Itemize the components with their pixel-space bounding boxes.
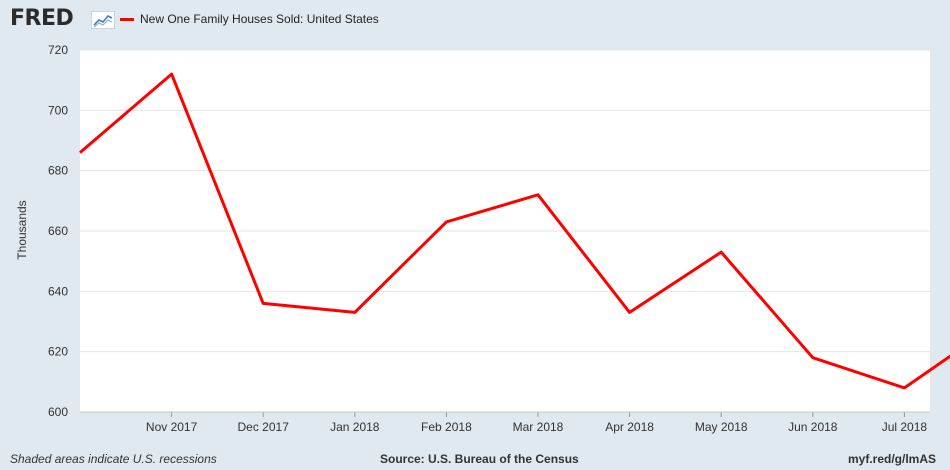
legend-label[interactable]: New One Family Houses Sold: United State…: [140, 12, 379, 26]
y-tick-label: 620: [48, 345, 68, 359]
y-axis-label: Thousands: [15, 200, 29, 260]
x-tick-label: Dec 2017: [238, 420, 290, 434]
data-point: [78, 151, 82, 155]
y-tick-label: 600: [48, 405, 68, 419]
y-tick-label: 720: [48, 43, 68, 57]
series-line: [79, 72, 950, 390]
data-point: [170, 72, 174, 76]
legend-swatch: [120, 17, 134, 21]
data-point: [444, 220, 448, 224]
data-point: [719, 250, 723, 254]
data-point: [353, 310, 357, 314]
recessions-note: Shaded areas indicate U.S. recessions: [10, 452, 217, 466]
x-tick-label: Jun 2018: [788, 420, 838, 434]
y-tick-label: 700: [48, 103, 68, 117]
x-tick-label: Jul 2018: [882, 420, 928, 434]
line-graph-icon: [91, 11, 115, 29]
short-url[interactable]: myf.red/g/lmAS: [847, 452, 936, 466]
y-tick-label: 640: [48, 284, 68, 298]
y-tick-label: 660: [48, 224, 68, 238]
x-tick-label: May 2018: [695, 420, 748, 434]
data-point: [261, 301, 265, 305]
header: FRED New One Family Houses Sold: United …: [0, 0, 950, 40]
data-point: [628, 310, 632, 314]
source-text: Source: U.S. Bureau of the Census: [380, 452, 579, 466]
x-tick-label: Jan 2018: [330, 420, 380, 434]
y-tick-label: 680: [48, 164, 68, 178]
x-tick-label: Feb 2018: [421, 420, 472, 434]
data-point: [902, 386, 906, 390]
data-point: [536, 193, 540, 197]
legend: New One Family Houses Sold: United State…: [120, 10, 379, 28]
data-point: [811, 356, 815, 360]
x-tick-label: Nov 2017: [146, 420, 198, 434]
x-tick-label: Apr 2018: [605, 420, 654, 434]
fred-logo[interactable]: FRED: [10, 6, 74, 31]
x-tick-label: Mar 2018: [513, 420, 564, 434]
